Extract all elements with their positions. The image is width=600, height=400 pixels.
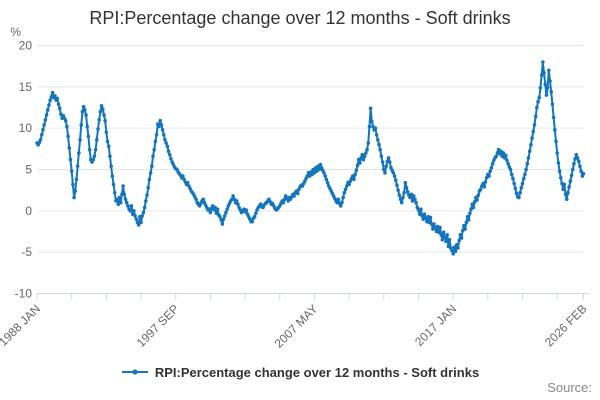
series-markers	[35, 60, 586, 256]
chart-title: RPI:Percentage change over 12 months - S…	[89, 8, 511, 28]
y-axis-tick-label: 20	[19, 39, 33, 53]
y-axis-tick-label: 10	[19, 121, 33, 135]
source-label: Source:	[547, 380, 592, 395]
legend-label: RPI:Percentage change over 12 months - S…	[154, 364, 480, 380]
y-axis-unit-label: %	[10, 25, 21, 39]
x-axis-label: 2007 MAY	[272, 302, 321, 351]
legend-item[interactable]: RPI:Percentage change over 12 months - S…	[0, 362, 600, 382]
legend-marker-icon	[121, 369, 148, 375]
y-axis-tick-label: -10	[15, 287, 33, 301]
y-axis-tick-label: 15	[19, 80, 33, 94]
x-axis-label: 1988 JAN	[0, 302, 43, 349]
y-axis-tick-label: -5	[21, 245, 32, 259]
x-axis-label: 1997 SEP	[134, 302, 182, 350]
y-axis-tick-label: 0	[25, 204, 32, 218]
x-axis-label: 2026 FEB	[542, 302, 590, 350]
x-axis-label: 2017 JAN	[412, 302, 459, 349]
y-axis-tick-label: 5	[25, 163, 32, 177]
plot-area: 20 15 10 5 0 -5 -10% 1988 JAN 1997 SEP 2007 MAY 20…	[0, 25, 590, 351]
